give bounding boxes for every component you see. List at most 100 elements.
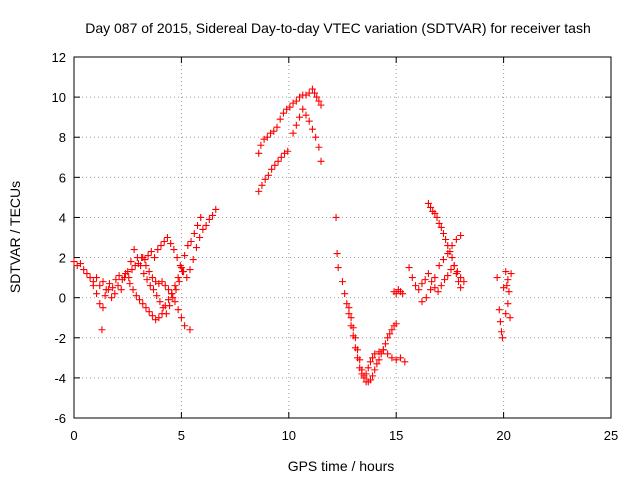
data-point xyxy=(161,302,169,310)
data-point xyxy=(388,326,396,334)
data-point xyxy=(93,274,101,282)
data-point xyxy=(146,282,154,290)
data-point xyxy=(165,296,173,304)
data-point xyxy=(439,256,447,264)
data-point xyxy=(493,274,501,282)
data-point xyxy=(437,223,445,231)
data-point xyxy=(279,109,287,117)
data-point xyxy=(153,292,161,300)
data-point xyxy=(345,304,353,312)
data-point xyxy=(155,314,163,322)
data-point xyxy=(499,334,507,342)
data-point xyxy=(177,264,185,272)
data-point xyxy=(165,286,173,294)
data-point xyxy=(144,252,152,260)
data-points xyxy=(70,85,515,386)
data-point xyxy=(308,125,316,133)
data-point xyxy=(454,278,462,286)
plot-frame xyxy=(73,56,612,419)
data-point xyxy=(115,272,123,280)
data-point xyxy=(96,282,104,290)
data-point xyxy=(441,276,449,284)
data-point xyxy=(444,250,452,258)
data-point xyxy=(154,246,162,254)
data-point xyxy=(362,370,370,378)
data-point xyxy=(114,282,122,290)
data-point xyxy=(392,356,400,364)
data-point xyxy=(392,290,400,298)
data-point xyxy=(506,314,514,322)
y-tick-label: -6 xyxy=(54,411,66,426)
data-point xyxy=(373,360,381,368)
x-tick-label: 25 xyxy=(604,428,618,443)
data-point xyxy=(302,111,310,119)
data-point xyxy=(427,286,435,294)
data-point xyxy=(431,274,439,282)
y-tick-label: 4 xyxy=(59,210,66,225)
data-point xyxy=(263,133,271,141)
data-point xyxy=(93,290,101,298)
data-point xyxy=(268,165,276,173)
x-tick-label: 0 xyxy=(70,428,77,443)
data-point xyxy=(313,93,321,101)
data-point xyxy=(497,328,505,336)
data-point xyxy=(351,334,359,342)
data-point xyxy=(148,312,156,320)
data-point xyxy=(147,248,155,256)
data-point xyxy=(117,286,125,294)
data-point xyxy=(434,288,442,296)
data-point xyxy=(433,213,441,221)
data-point xyxy=(172,286,180,294)
data-point xyxy=(408,274,416,282)
data-point xyxy=(412,282,420,290)
data-point xyxy=(170,246,178,254)
data-point xyxy=(343,300,351,308)
data-point xyxy=(284,147,292,155)
data-point xyxy=(442,236,450,244)
data-point xyxy=(452,270,460,278)
data-point xyxy=(194,221,202,229)
data-point xyxy=(371,366,379,374)
data-point xyxy=(418,280,426,288)
data-point xyxy=(181,322,189,330)
data-point xyxy=(375,356,383,364)
data-point xyxy=(369,354,377,362)
data-point xyxy=(158,310,166,318)
data-point xyxy=(339,278,346,286)
data-point xyxy=(447,266,455,274)
data-point xyxy=(80,266,88,274)
y-tick-label: -2 xyxy=(54,331,66,346)
data-point xyxy=(315,97,323,105)
data-point xyxy=(132,292,140,300)
data-point xyxy=(418,298,426,306)
data-point xyxy=(181,252,189,260)
data-point xyxy=(332,213,340,221)
data-point xyxy=(190,229,198,237)
data-point xyxy=(305,117,313,125)
data-point xyxy=(109,284,117,292)
data-point xyxy=(349,324,357,332)
data-point xyxy=(292,97,300,105)
data-point xyxy=(347,314,355,322)
data-point xyxy=(379,346,387,354)
data-point xyxy=(450,262,458,270)
data-point xyxy=(192,244,200,252)
data-point xyxy=(317,157,325,165)
data-point xyxy=(427,203,435,211)
data-point xyxy=(311,89,319,97)
x-tick-label: 10 xyxy=(282,428,296,443)
data-point xyxy=(399,290,407,298)
data-point xyxy=(334,264,342,272)
data-point xyxy=(257,141,265,149)
data-point xyxy=(83,270,91,278)
data-point xyxy=(111,290,119,298)
data-point xyxy=(364,364,372,372)
data-point xyxy=(292,121,300,129)
data-point xyxy=(375,348,383,356)
data-point xyxy=(174,306,182,314)
data-point xyxy=(143,276,151,284)
data-point xyxy=(358,366,366,374)
data-point xyxy=(197,213,205,221)
data-point xyxy=(209,211,217,219)
data-point xyxy=(504,300,512,308)
